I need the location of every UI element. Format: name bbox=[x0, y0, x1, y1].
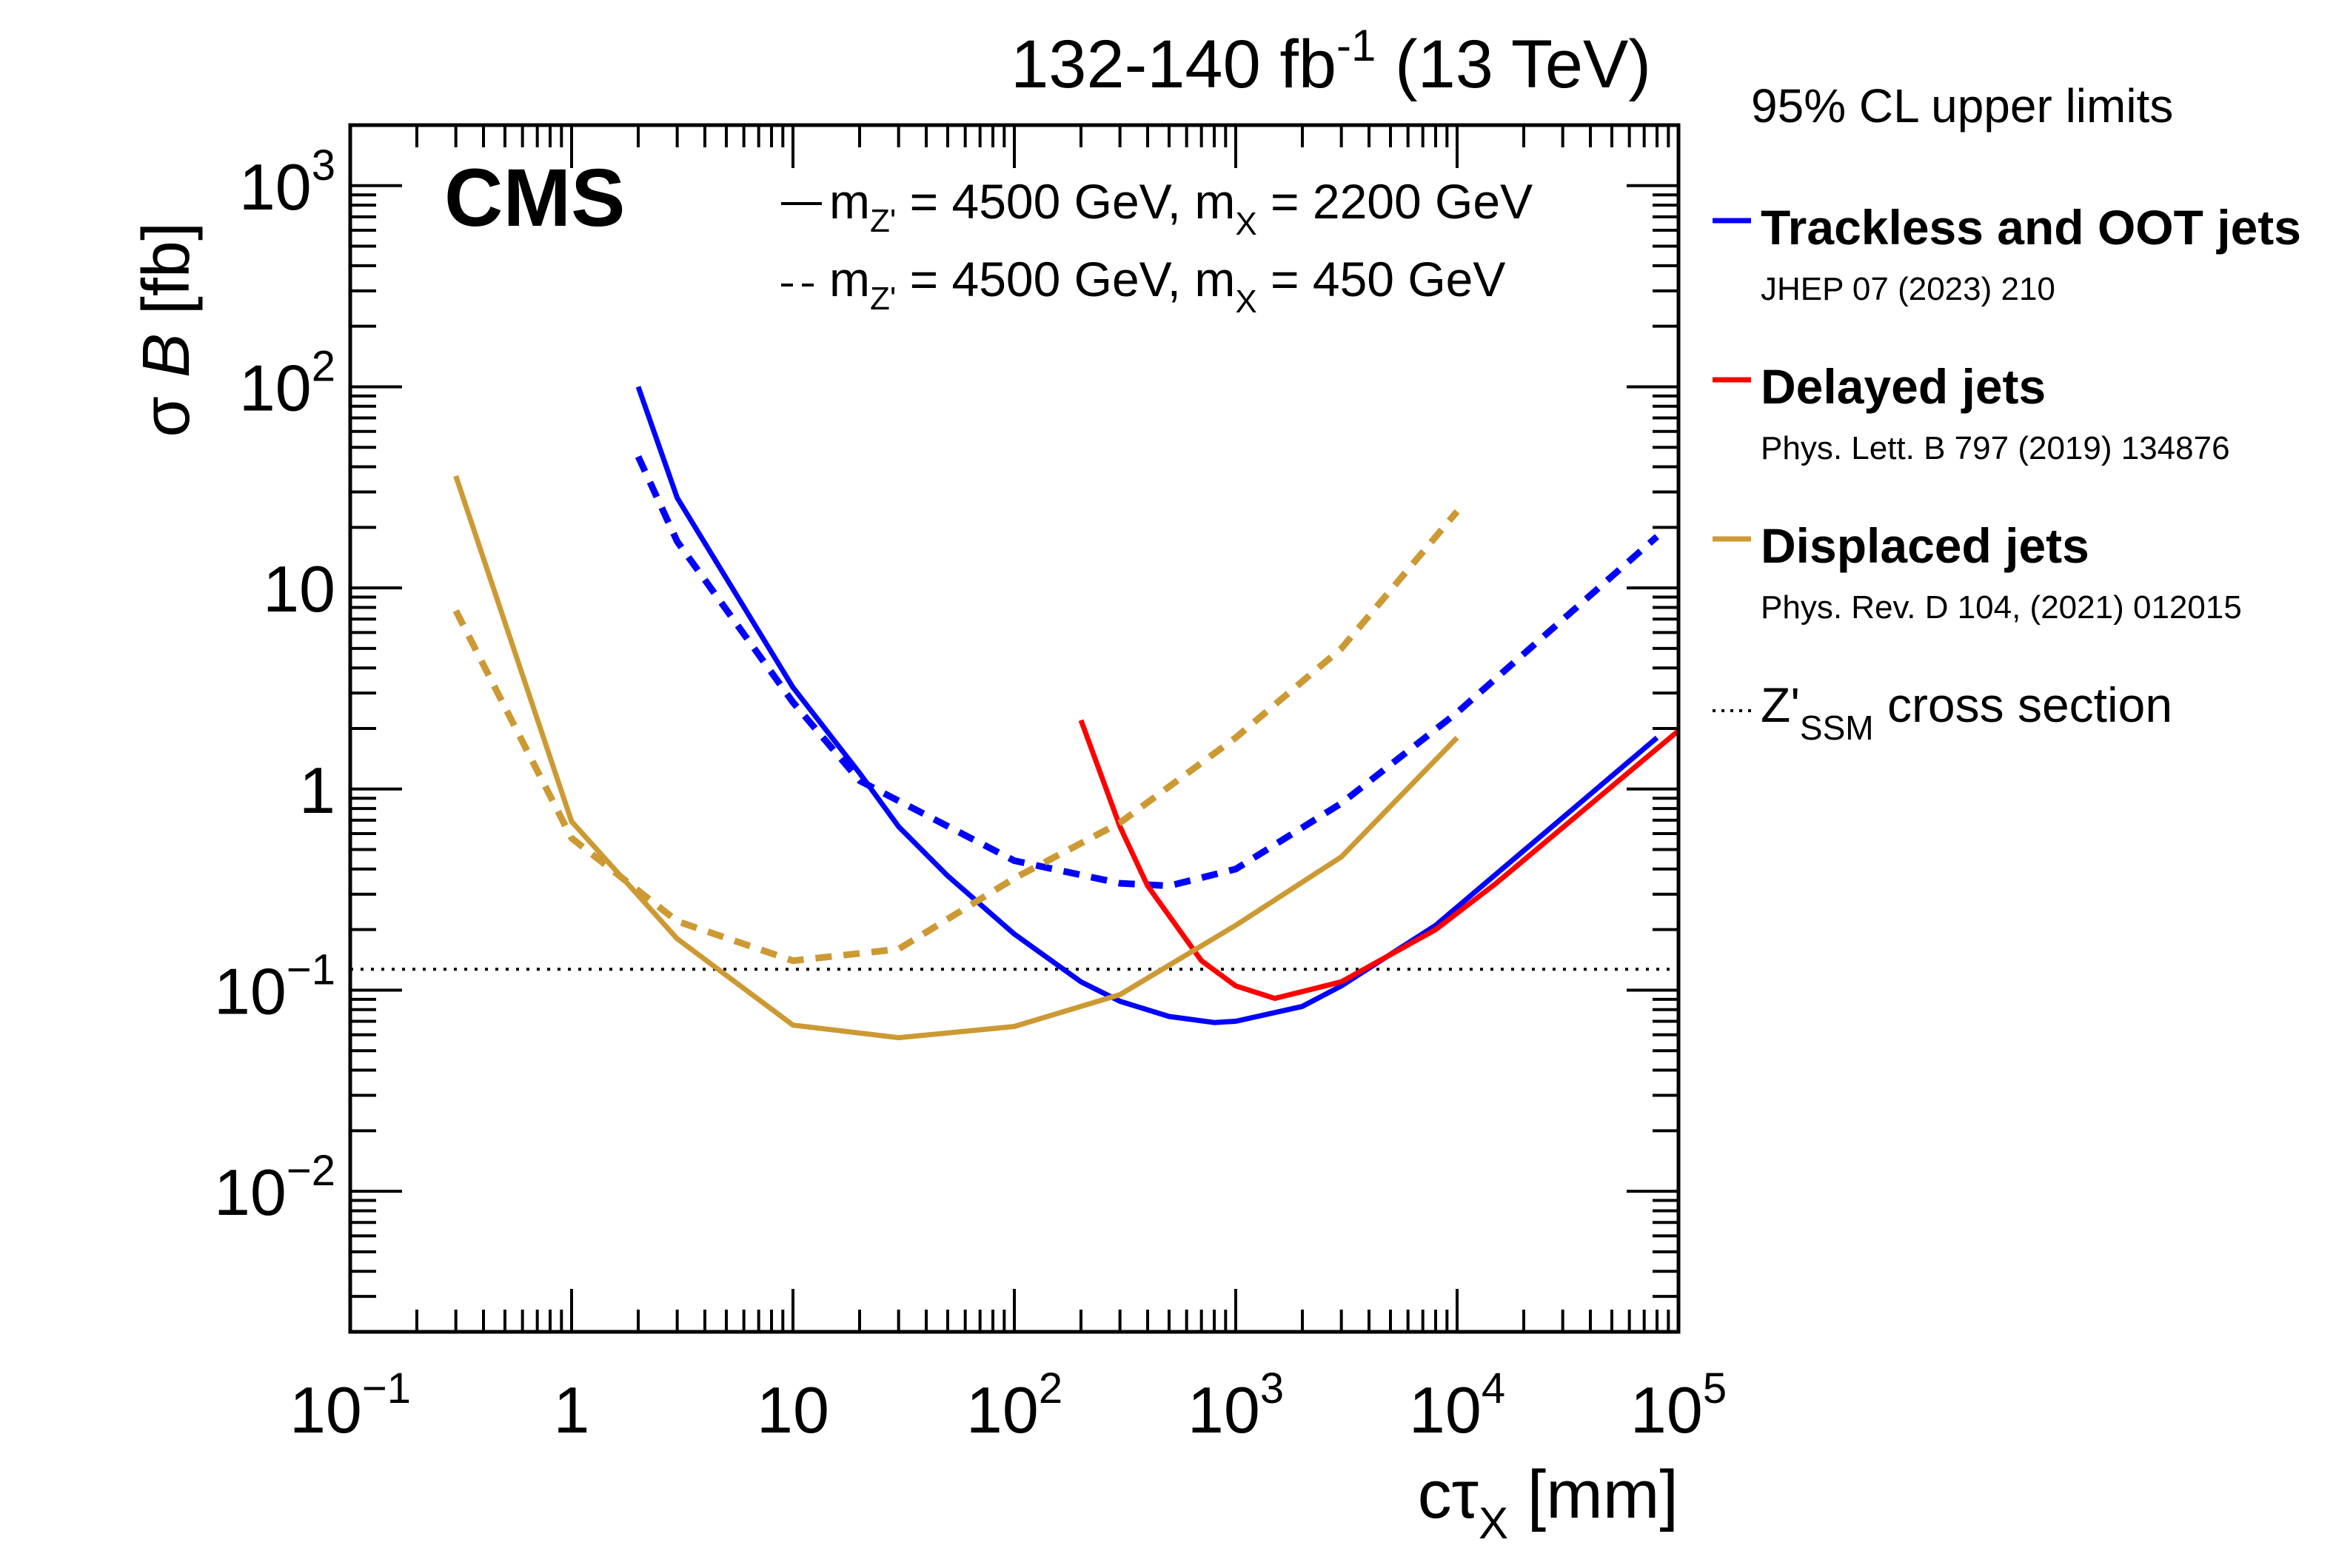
x-axis-label: cτX [mm] bbox=[1418, 1457, 1678, 1548]
legend-ref-trackless: JHEP 07 (2023) 210 bbox=[1761, 271, 2055, 307]
legend-label-zprime: Z'SSM cross section bbox=[1761, 677, 2172, 747]
x-tick-label: 103 bbox=[1188, 1364, 1284, 1447]
series-line-0 bbox=[635, 386, 1659, 1025]
plot-frame bbox=[348, 123, 1681, 1334]
lumi-label: 132-140 fb-1 (13 TeV) bbox=[1011, 21, 1651, 102]
mass-legend-dashed-label: mZ' = 4500 GeV, mX = 450 GeV bbox=[829, 252, 1505, 320]
x-tick-label: 10−1 bbox=[289, 1364, 411, 1447]
y-tick-label: 10−2 bbox=[214, 1147, 335, 1229]
mass-legend: mZ' = 4500 GeV, mX = 2200 GeV mZ' = 4500… bbox=[781, 174, 1533, 320]
y-tick-label: 10−1 bbox=[214, 945, 335, 1028]
series-line-4 bbox=[452, 509, 1460, 965]
x-tick-label: 1 bbox=[554, 1373, 590, 1447]
legend-label-trackless: Trackless and OOT jets bbox=[1761, 200, 2301, 255]
series-line-3 bbox=[453, 475, 1459, 1041]
legend-ref-displaced: Phys. Rev. D 104, (2021) 012015 bbox=[1761, 589, 2242, 626]
x-tick-label: 10 bbox=[757, 1373, 829, 1447]
x-tick-label: 102 bbox=[966, 1364, 1062, 1447]
legend-ref-delayed: Phys. Lett. B 797 (2019) 134876 bbox=[1761, 430, 2230, 466]
y-tick-label: 103 bbox=[239, 141, 335, 224]
series-line-2 bbox=[1078, 719, 1681, 1002]
legend-label-delayed: Delayed jets bbox=[1761, 359, 2046, 414]
y-axis-label: σ B [fb] bbox=[130, 222, 204, 438]
axis-ticks bbox=[349, 124, 1680, 1333]
y-tick-label: 10 bbox=[263, 552, 335, 626]
x-tick-label: 104 bbox=[1409, 1364, 1505, 1447]
legend-label-displaced: Displaced jets bbox=[1761, 518, 2089, 573]
x-tick-labels: 10−1 1 10 102 103 104 105 bbox=[289, 1364, 1727, 1447]
series-line-1 bbox=[635, 455, 1659, 890]
x-tick-label: 105 bbox=[1630, 1364, 1727, 1447]
cms-label: CMS bbox=[444, 153, 625, 244]
y-tick-label: 1 bbox=[299, 754, 335, 827]
y-tick-labels: 10−2 10−1 1 10 102 103 bbox=[214, 141, 335, 1229]
legend-header: 95% CL upper limits bbox=[1751, 79, 2173, 133]
legend: 95% CL upper limits Trackless and OOT je… bbox=[1713, 79, 2301, 747]
y-tick-label: 102 bbox=[239, 342, 335, 424]
mass-legend-solid-label: mZ' = 4500 GeV, mX = 2200 GeV bbox=[829, 174, 1533, 242]
curves bbox=[350, 386, 1681, 1041]
